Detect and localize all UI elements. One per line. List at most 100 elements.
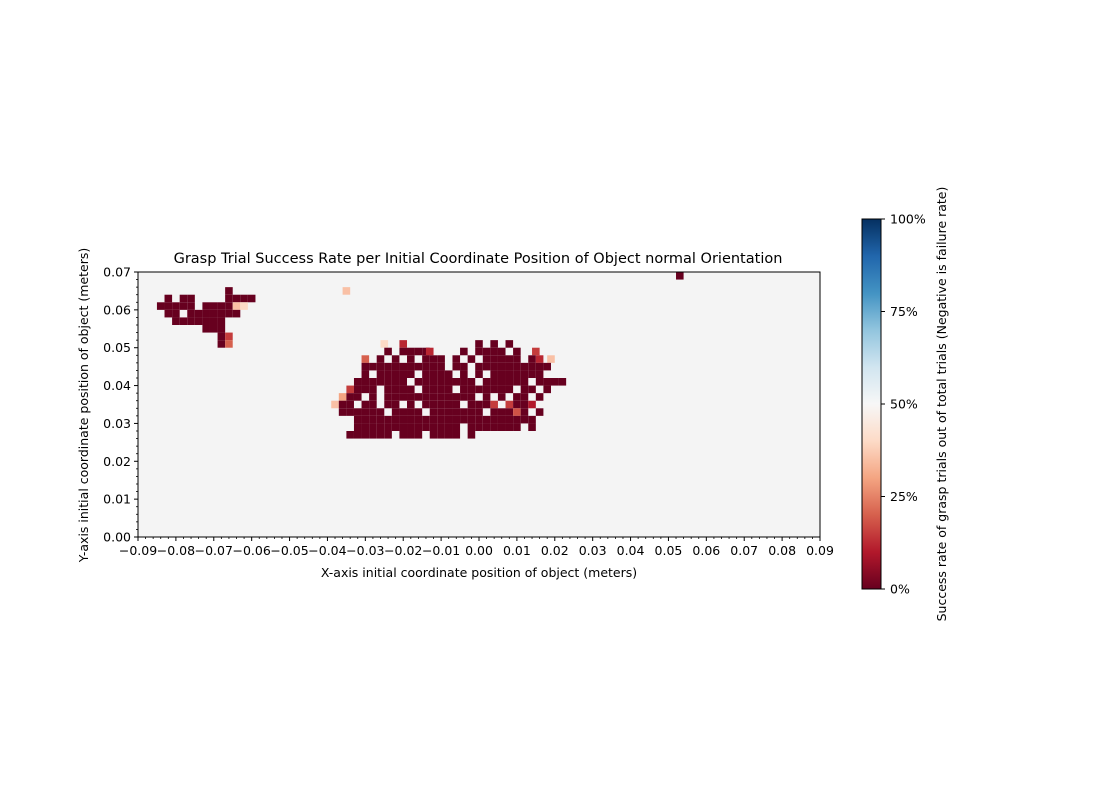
heatmap-cell — [232, 309, 241, 318]
heatmap-cell — [452, 400, 461, 409]
heatmap-cell — [399, 340, 408, 348]
heatmap-cell — [532, 347, 540, 356]
colorbar-tick-label: 100% — [890, 212, 926, 227]
x-axis-label: X-axis initial coordinate position of ob… — [321, 565, 637, 580]
heatmap-cell — [414, 415, 423, 424]
heatmap-cell — [543, 385, 551, 394]
colorbar — [861, 218, 882, 590]
heatmap-cell — [391, 408, 400, 416]
heatmap-cell — [437, 385, 445, 394]
heatmap-cell — [513, 408, 521, 416]
heatmap-cell — [187, 309, 195, 318]
heatmap-cell — [528, 362, 536, 371]
heatmap-cell — [429, 385, 438, 394]
heatmap-cell — [475, 385, 483, 394]
heatmap-cell — [361, 415, 370, 424]
heatmap-cell — [425, 347, 434, 356]
heatmap-cell — [384, 347, 392, 356]
heatmap-cell — [444, 400, 453, 409]
heatmap-cell — [369, 423, 377, 431]
x-tick-label: 0.02 — [541, 543, 569, 558]
heatmap-cell — [452, 355, 461, 363]
heatmap-cell — [361, 431, 370, 439]
heatmap-cell — [429, 423, 438, 431]
x-tick-label: −0.06 — [233, 543, 271, 558]
heatmap-cell — [414, 408, 423, 416]
heatmap-cell — [361, 423, 370, 431]
heatmap-cell — [520, 385, 529, 394]
heatmap-cell — [429, 355, 438, 363]
colorbar-ticks: 0% 25% 50% 75% 100% — [881, 212, 926, 597]
heatmap-cell — [353, 431, 362, 439]
heatmap-cell — [497, 362, 506, 371]
heatmap-cell — [482, 378, 491, 386]
heatmap-cell — [513, 423, 521, 431]
heatmap-cell — [384, 378, 392, 386]
heatmap-cell — [497, 423, 506, 431]
heatmap-cell — [240, 294, 248, 303]
heatmap-cell — [490, 423, 498, 431]
heatmap-cell — [482, 393, 491, 401]
heatmap-cell — [429, 370, 438, 378]
heatmap-cell — [217, 325, 226, 333]
heatmap-cell — [414, 378, 423, 386]
heatmap-cell — [232, 302, 241, 310]
heatmap-cell — [452, 362, 461, 371]
colorbar-tick-label: 50% — [890, 397, 918, 412]
heatmap-cell — [369, 385, 377, 394]
heatmap-cell — [342, 287, 351, 295]
heatmap-cell — [172, 302, 180, 310]
heatmap-cell — [202, 302, 210, 310]
x-axis: −0.09 −0.08 −0.07 −0.06 −0.05 −0.04 −0.03 −0.02… — [119, 537, 834, 558]
heatmap-cell — [384, 400, 392, 409]
heatmap-cell — [399, 431, 408, 439]
heatmap-cell — [391, 415, 400, 424]
heatmap-cell — [535, 378, 544, 386]
heatmap-cell — [475, 370, 483, 378]
heatmap-cell — [535, 362, 544, 371]
heatmap-cell — [391, 355, 400, 363]
heatmap-cell — [497, 393, 506, 401]
y-tick-label: 0.00 — [103, 530, 131, 545]
heatmap-cell — [346, 408, 354, 416]
heatmap-cell — [520, 393, 529, 401]
heatmap-cell — [490, 362, 498, 371]
heatmap-cell — [407, 393, 415, 401]
heatmap-cell — [361, 370, 370, 378]
heatmap-cell — [520, 362, 529, 371]
heatmap-cell — [505, 385, 514, 394]
heatmap-cell — [225, 302, 233, 310]
heatmap-cell — [497, 355, 506, 363]
heatmap-cell — [172, 309, 180, 318]
colorbar-label: Success rate of grasp trials out of tota… — [934, 187, 949, 622]
heatmap-cell — [437, 393, 445, 401]
heatmap-cell — [369, 378, 377, 386]
heatmap-cell — [187, 302, 195, 310]
heatmap-cell — [460, 347, 468, 356]
heatmap-cell — [217, 309, 226, 318]
heatmap-cell — [467, 385, 476, 394]
heatmap-cell — [482, 423, 491, 431]
heatmap-cell — [467, 355, 476, 363]
heatmap-cell — [437, 408, 445, 416]
heatmap-cell — [535, 370, 544, 378]
heatmap-cell — [528, 385, 536, 394]
heatmap-cell — [209, 317, 218, 325]
heatmap-cell — [520, 378, 529, 386]
y-tick-label: 0.05 — [103, 340, 131, 355]
heatmap-cell — [384, 431, 392, 439]
heatmap-cell — [414, 423, 423, 431]
heatmap-cell — [217, 317, 226, 325]
x-tick-label: 0.07 — [730, 543, 758, 558]
x-tick-label: −0.07 — [195, 543, 233, 558]
y-tick-label: 0.01 — [103, 492, 131, 507]
heatmap-cell — [384, 362, 392, 371]
heatmap-cell — [513, 370, 521, 378]
heatmap-cell — [391, 370, 400, 378]
heatmap-cell — [437, 355, 445, 363]
heatmap-cell — [414, 431, 423, 439]
heatmap-cell — [452, 408, 461, 416]
heatmap-cell — [482, 415, 491, 424]
